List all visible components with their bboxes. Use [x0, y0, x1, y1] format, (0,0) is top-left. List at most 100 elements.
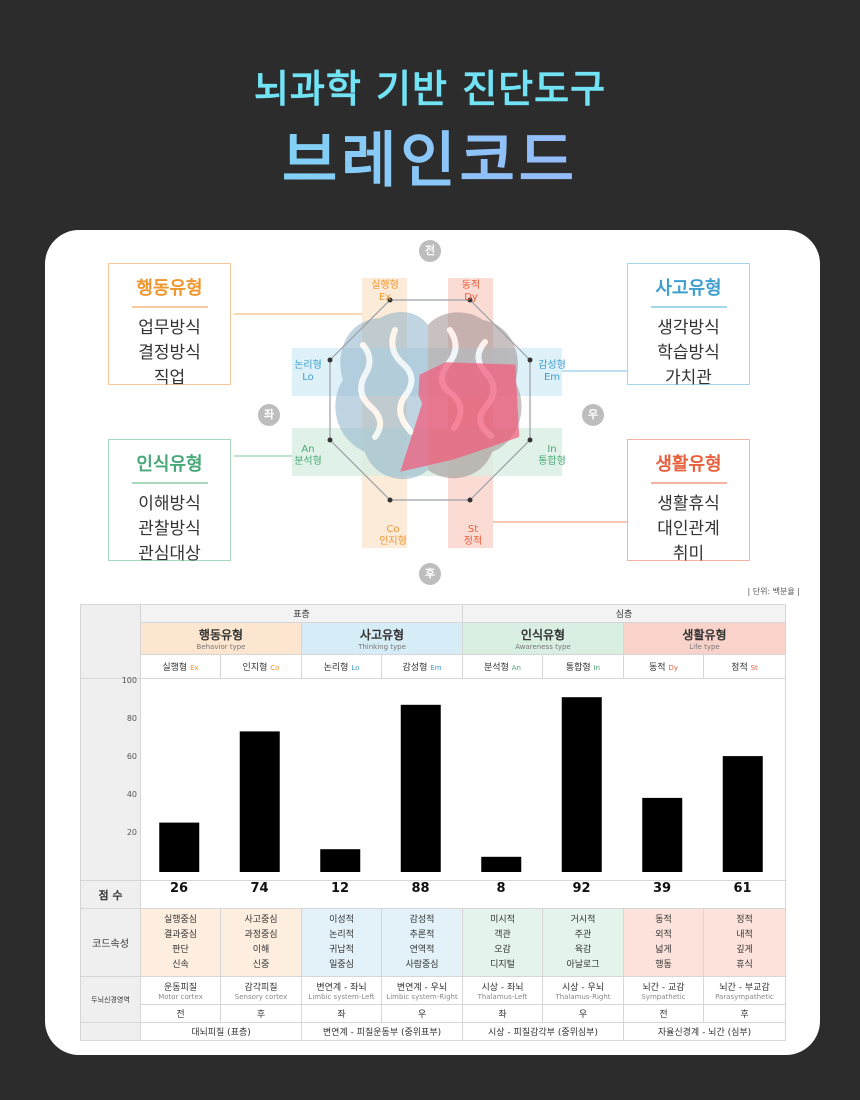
score-label: 점 수 [80, 880, 141, 909]
category-code: An [511, 664, 521, 672]
attribute-cell: 정적 내적 깊게 휴식 [703, 908, 786, 977]
region-ko: 시상 - 우뇌 [561, 983, 605, 993]
bar-co [239, 731, 280, 872]
axis-dot-lo [327, 357, 333, 363]
attribute-text: 아날로그 [566, 959, 600, 970]
region-row: 두뇌신경영역 운동피질 Motor cortex 감각피질 Sensory cort… [80, 976, 786, 1023]
group-thinking-ko: 사고유형 [359, 628, 405, 642]
axis-in-ko: 통합형 [538, 456, 566, 467]
bar-lo [320, 849, 361, 872]
box-behavior: 행동유형 업무방식 결정방식 직업 [108, 263, 231, 388]
score-value: 92 [572, 881, 591, 896]
attribute-text: 추론적 [409, 929, 435, 940]
axis-dot-dy [467, 297, 473, 303]
box-awareness-title: 인식유형 [136, 454, 203, 475]
region-ko: 감각피질 [244, 983, 278, 993]
box-awareness-item: 관찰방식 [138, 518, 201, 539]
category-ko: 인지형 [242, 663, 268, 673]
header-title: 브레인코드 [0, 112, 860, 199]
region-ko: 변연계 - 좌뇌 [316, 983, 367, 993]
attribute-text: 신중 [252, 959, 270, 970]
region-cell: 변연계 - 좌뇌 Limbic system-Left [301, 976, 382, 1005]
attribute-text: 디지털 [490, 959, 515, 970]
attribute-text: 연역적 [409, 944, 435, 955]
axis-label-an: An 분석형 [283, 444, 333, 468]
box-thinking-item: 가치관 [665, 367, 712, 388]
direction-cell: 전 [623, 1004, 704, 1023]
region-en: Sensory cortex [234, 993, 288, 1001]
score-value: 8 [496, 881, 506, 896]
direction-back: 후 [419, 563, 441, 585]
region-en: Thalamus-Left [477, 993, 528, 1001]
region-cell: 뇌간 - 부교감 Parasympathetic [703, 976, 786, 1005]
axis-an-code: An [301, 444, 315, 455]
direction-left: 좌 [258, 404, 280, 426]
y-tick-label: 100 [121, 676, 137, 685]
group-behavior-ko: 행동유형 [198, 628, 244, 642]
box-thinking-title: 사고유형 [655, 278, 722, 299]
axis-label-st: St 정적 [448, 524, 498, 548]
group-awareness-ko: 인식유형 [520, 628, 566, 642]
attribute-text: 과정중심 [244, 929, 278, 940]
box-life-item: 생활휴식 [657, 493, 720, 514]
score-value: 39 [652, 881, 672, 896]
category-cell: 분석형 An [462, 654, 543, 679]
group-awareness-en: Awareness type [515, 643, 571, 651]
box-life-item: 취미 [672, 543, 705, 564]
attribute-text: 미시적 [490, 914, 515, 925]
attribute-text: 결과중심 [163, 929, 198, 940]
region-en: Thalamus-Right [555, 993, 611, 1001]
region-ko: 운동피질 [163, 983, 198, 993]
attribute-cell: 사고중심 과정중심 이해 신중 [220, 908, 302, 977]
axis-label-lo: 논리형 Lo [283, 360, 333, 384]
attribute-text: 내적 [736, 929, 753, 940]
corner-cell [80, 604, 141, 679]
region-cell: 시상 - 우뇌 Thalamus-Right [542, 976, 624, 1005]
direction-cell: 우 [542, 1004, 624, 1023]
y-tick-label: 20 [126, 828, 137, 837]
category-cell: 인지형 Co [220, 654, 302, 679]
region-en: Limbic system-Right [386, 993, 458, 1001]
category-cell: 감성형 Em [381, 654, 463, 679]
box-awareness-item: 관심대상 [138, 543, 201, 564]
region-ko: 뇌간 - 교감 [642, 983, 685, 993]
group-thinking: 사고유형 Thinking type [301, 622, 463, 655]
attribute-text: 감성적 [409, 914, 435, 925]
axis-co-code: Co [386, 524, 400, 535]
region-en: Sympathetic [641, 993, 686, 1001]
layer-surface: 표층 [140, 604, 463, 623]
bar-in [561, 697, 602, 872]
box-thinking-item: 학습방식 [657, 342, 720, 363]
box-life-item: 대인관계 [657, 518, 720, 539]
attribute-text: 오감 [494, 944, 511, 955]
box-behavior-item: 직업 [153, 367, 186, 388]
category-ko: 논리형 [323, 663, 349, 673]
direction-cell: 좌 [301, 1004, 382, 1023]
attribute-text: 판단 [172, 944, 189, 955]
axis-label-ex: 실행형 Ex [360, 280, 410, 304]
category-code: Dy [668, 664, 678, 672]
axis-dy-code: Dy [464, 292, 478, 303]
axis-st-code: St [467, 524, 479, 535]
bar-ex [159, 822, 200, 872]
attribute-cell: 이성적 논리적 귀납적 일중심 [301, 908, 382, 977]
axis-dot-an [327, 437, 333, 443]
layer-deep: 심층 [462, 604, 786, 623]
box-awareness: 인식유형 이해방식 관찰방식 관심대상 [108, 439, 231, 564]
attribute-text: 거시적 [570, 914, 596, 925]
attribute-text: 일중심 [329, 959, 354, 970]
axis-em-ko: 감성형 [538, 360, 566, 371]
score-polygon [400, 362, 520, 472]
summary-cell: 대뇌피질 (표층) [140, 1022, 302, 1041]
attribute-text: 이성적 [329, 914, 354, 925]
attribute-text: 논리적 [329, 929, 354, 940]
region-en: Parasympathetic [715, 993, 774, 1001]
box-awareness-item: 이해방식 [138, 493, 201, 514]
direction-cell: 우 [381, 1004, 463, 1023]
region-cell: 운동피질 Motor cortex [140, 976, 221, 1005]
category-code: Co [270, 664, 280, 672]
region-ko: 변연계 - 우뇌 [396, 983, 448, 993]
axis-em-code: Em [543, 372, 561, 383]
group-behavior-en: Behavior type [196, 643, 246, 651]
attribute-text: 사람중심 [405, 959, 439, 970]
